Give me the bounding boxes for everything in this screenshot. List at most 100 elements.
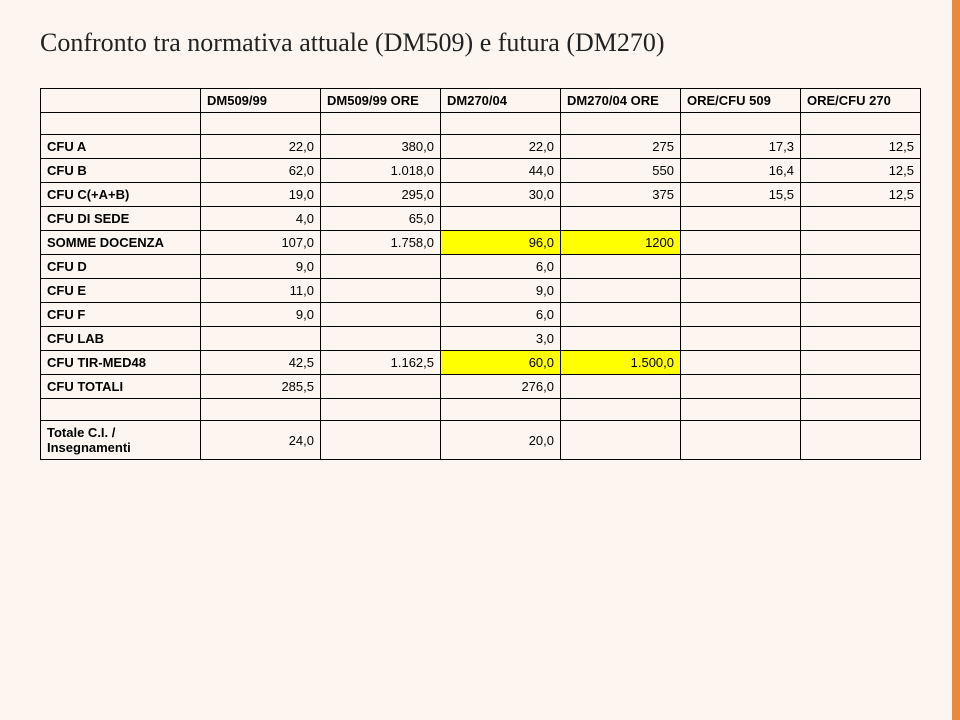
- cell: [801, 303, 921, 327]
- cell: 6,0: [441, 303, 561, 327]
- spacer-cell: [561, 113, 681, 135]
- spacer-cell: [441, 113, 561, 135]
- cell: 12,5: [801, 135, 921, 159]
- cell: [681, 327, 801, 351]
- cell: 1.162,5: [321, 351, 441, 375]
- cell: 3,0: [441, 327, 561, 351]
- table-row: CFU TOTALI285,5276,0: [41, 375, 921, 399]
- spacer-cell: [321, 399, 441, 421]
- table-row: CFU C(+A+B)19,0295,030,037515,512,5: [41, 183, 921, 207]
- cell: [681, 303, 801, 327]
- row-label: CFU DI SEDE: [41, 207, 201, 231]
- cell: 375: [561, 183, 681, 207]
- cell: [321, 279, 441, 303]
- cell: [801, 231, 921, 255]
- table-row: CFU LAB 3,0: [41, 327, 921, 351]
- cell: [801, 327, 921, 351]
- cell: 295,0: [321, 183, 441, 207]
- cell: 22,0: [201, 135, 321, 159]
- cell: 62,0: [201, 159, 321, 183]
- spacer-row: [41, 399, 921, 421]
- cell: 1.500,0: [561, 351, 681, 375]
- cell: 276,0: [441, 375, 561, 399]
- page-title: Confronto tra normativa attuale (DM509) …: [0, 0, 960, 88]
- cell: 42,5: [201, 351, 321, 375]
- footer-row: Totale C.I. / Insegnamenti24,020,0: [41, 421, 921, 460]
- cell: 16,4: [681, 159, 801, 183]
- cell: 275: [561, 135, 681, 159]
- cell: [441, 207, 561, 231]
- cell: 44,0: [441, 159, 561, 183]
- row-label: CFU A: [41, 135, 201, 159]
- cell: [321, 255, 441, 279]
- spacer-cell: [801, 399, 921, 421]
- spacer-cell: [561, 399, 681, 421]
- row-label: SOMME DOCENZA: [41, 231, 201, 255]
- cell: [321, 303, 441, 327]
- cell: 550: [561, 159, 681, 183]
- cell: 17,3: [681, 135, 801, 159]
- cell: [801, 279, 921, 303]
- table-body: CFU A22,0380,022,027517,312,5CFU B62,01.…: [41, 113, 921, 460]
- cell: 285,5: [201, 375, 321, 399]
- comparison-table: DM509/99 DM509/99 ORE DM270/04 DM270/04 …: [40, 88, 921, 460]
- row-label: CFU F: [41, 303, 201, 327]
- cell: 9,0: [441, 279, 561, 303]
- cell: [681, 207, 801, 231]
- cell: 96,0: [441, 231, 561, 255]
- cell: [561, 327, 681, 351]
- footer-cell: [561, 421, 681, 460]
- cell: 19,0: [201, 183, 321, 207]
- row-label: CFU C(+A+B): [41, 183, 201, 207]
- spacer-cell: [201, 113, 321, 135]
- hdr-2: DM509/99 ORE: [321, 89, 441, 113]
- table-row: CFU D9,06,0: [41, 255, 921, 279]
- cell: 11,0: [201, 279, 321, 303]
- spacer-row: [41, 113, 921, 135]
- cell: [681, 231, 801, 255]
- cell: 1.758,0: [321, 231, 441, 255]
- row-label: CFU TIR-MED48: [41, 351, 201, 375]
- footer-cell: [321, 421, 441, 460]
- cell: [561, 207, 681, 231]
- footer-cell: 20,0: [441, 421, 561, 460]
- accent-bar: [952, 0, 960, 720]
- cell: [681, 375, 801, 399]
- cell: 1200: [561, 231, 681, 255]
- hdr-3: DM270/04: [441, 89, 561, 113]
- table-row: CFU DI SEDE4,065,0: [41, 207, 921, 231]
- row-label: CFU E: [41, 279, 201, 303]
- row-label: CFU LAB: [41, 327, 201, 351]
- hdr-0: [41, 89, 201, 113]
- spacer-cell: [681, 113, 801, 135]
- cell: [201, 327, 321, 351]
- footer-cell: [801, 421, 921, 460]
- footer-cell: [681, 421, 801, 460]
- footer-label: Totale C.I. / Insegnamenti: [41, 421, 201, 460]
- cell: [321, 375, 441, 399]
- table-row: CFU E11,0 9,0: [41, 279, 921, 303]
- cell: 60,0: [441, 351, 561, 375]
- table-row: CFU B62,01.018,044,055016,412,5: [41, 159, 921, 183]
- cell: 9,0: [201, 255, 321, 279]
- cell: [561, 279, 681, 303]
- spacer-cell: [681, 399, 801, 421]
- hdr-4: DM270/04 ORE: [561, 89, 681, 113]
- cell: [561, 375, 681, 399]
- cell: 4,0: [201, 207, 321, 231]
- cell: 12,5: [801, 183, 921, 207]
- cell: 12,5: [801, 159, 921, 183]
- hdr-5: ORE/CFU 509: [681, 89, 801, 113]
- cell: [801, 351, 921, 375]
- row-label: CFU B: [41, 159, 201, 183]
- comparison-table-wrap: DM509/99 DM509/99 ORE DM270/04 DM270/04 …: [0, 88, 960, 460]
- cell: [561, 303, 681, 327]
- table-row: SOMME DOCENZA107,01.758,096,01200: [41, 231, 921, 255]
- spacer-cell: [321, 113, 441, 135]
- cell: [681, 351, 801, 375]
- table-row: CFU A22,0380,022,027517,312,5: [41, 135, 921, 159]
- spacer-cell: [41, 399, 201, 421]
- header-row: DM509/99 DM509/99 ORE DM270/04 DM270/04 …: [41, 89, 921, 113]
- cell: 22,0: [441, 135, 561, 159]
- spacer-cell: [201, 399, 321, 421]
